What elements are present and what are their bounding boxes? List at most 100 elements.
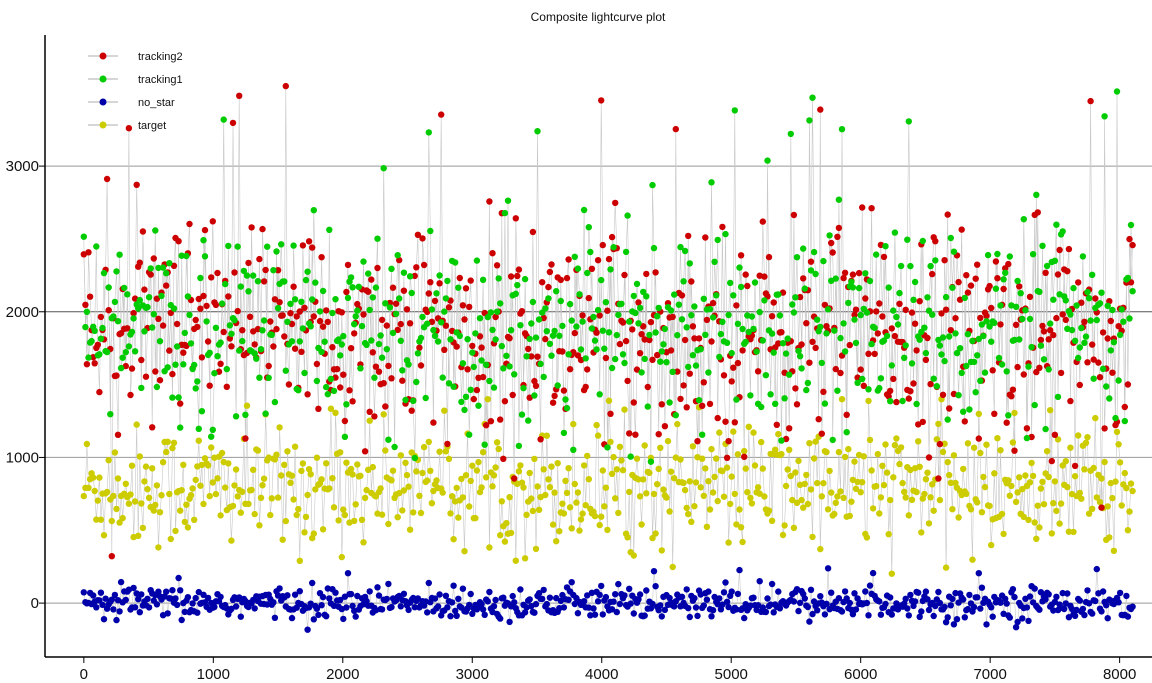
no_star-point <box>1123 592 1130 600</box>
no_star-point <box>425 579 432 587</box>
tracking2-point <box>525 345 532 353</box>
tracking1-point <box>902 342 909 349</box>
target-point <box>189 485 196 492</box>
tracking1-point <box>1090 375 1097 382</box>
target-point <box>218 449 226 457</box>
tracking1-point <box>751 279 759 286</box>
tracking1-point <box>529 298 537 306</box>
tracking1-point <box>904 236 911 243</box>
tracking2-point <box>281 333 288 340</box>
tracking2-point <box>479 373 487 381</box>
tracking2-point <box>563 274 571 282</box>
y-tick-label: 3000 <box>6 158 39 175</box>
tracking1-point <box>192 385 199 392</box>
tracking1-point <box>354 307 361 314</box>
tracking1-point <box>1067 311 1074 318</box>
tracking1-point <box>1101 113 1108 120</box>
tracking1-point <box>695 397 703 404</box>
no_star-point <box>852 606 860 613</box>
tracking1-point <box>281 278 288 285</box>
target-point <box>1096 498 1104 506</box>
tracking2-point <box>908 309 916 316</box>
no_star-point <box>192 594 199 602</box>
target-point <box>149 465 156 472</box>
tracking1-point <box>939 334 947 341</box>
tracking1-point <box>717 330 725 338</box>
target-point <box>733 521 740 528</box>
tracking1-point <box>528 320 535 327</box>
tracking1-point <box>576 291 583 298</box>
no_star-point <box>790 598 798 605</box>
tracking1-point <box>907 262 914 270</box>
target-point <box>551 489 558 496</box>
target-point <box>852 485 860 492</box>
tracking1-point <box>209 426 216 433</box>
tracking1-point <box>195 425 202 432</box>
tracking2-point <box>217 360 224 367</box>
target-point <box>250 466 257 473</box>
tracking2-point <box>424 308 431 315</box>
target-point <box>1000 530 1007 538</box>
target-point <box>299 460 307 467</box>
no_star-point <box>111 591 119 599</box>
no_star-point <box>467 590 474 598</box>
tracking1-point <box>644 403 651 410</box>
tracking1-point <box>731 107 738 114</box>
tracking1-point <box>584 269 591 277</box>
no_star-point <box>296 588 303 595</box>
tracking1-point <box>641 355 648 363</box>
no_star-point <box>184 594 192 601</box>
tracking1-point <box>800 245 807 252</box>
target-point <box>267 511 274 519</box>
tracking1-point <box>893 313 900 321</box>
no_star-point <box>930 612 937 620</box>
tracking1-point <box>1011 336 1018 344</box>
target-point <box>183 501 190 508</box>
no_star-point <box>728 588 735 595</box>
tracking2-point <box>195 295 202 303</box>
tracking2-point <box>927 380 934 388</box>
tracking1-point <box>377 332 384 339</box>
target-point <box>1085 510 1093 517</box>
target-point <box>888 570 895 577</box>
tracking1-point <box>605 329 613 336</box>
tracking2-point <box>489 250 496 257</box>
target-point <box>340 506 347 513</box>
no_star-point <box>692 604 700 611</box>
no_star-point <box>865 612 872 619</box>
no_star-point <box>343 604 350 611</box>
tracking2-point <box>361 448 369 455</box>
target-point <box>1026 479 1034 486</box>
target-point <box>646 469 653 476</box>
target-point <box>832 499 839 506</box>
target-point <box>243 402 251 409</box>
target-point <box>543 432 550 439</box>
tracking1-point <box>270 267 277 274</box>
tracking2-point <box>239 327 246 334</box>
tracking1-point <box>218 300 226 307</box>
tracking2-point <box>270 343 277 350</box>
tracking1-point <box>327 375 335 383</box>
target-point <box>851 458 858 465</box>
target-point <box>650 490 658 498</box>
tracking1-point <box>1089 271 1096 278</box>
tracking1-point <box>716 353 723 361</box>
tracking1-point <box>672 412 679 419</box>
tracking1-point <box>843 429 850 436</box>
target-point <box>649 534 656 542</box>
target-point <box>955 514 962 521</box>
no_star-point <box>966 591 973 599</box>
tracking1-point <box>458 398 465 406</box>
tracking1-point <box>397 337 404 344</box>
tracking1-point <box>638 369 645 376</box>
target-point <box>897 444 905 451</box>
tracking1-point <box>574 265 582 272</box>
tracking1-point <box>352 313 359 320</box>
no_star-point <box>764 595 771 602</box>
target-point <box>879 462 886 469</box>
target-point <box>568 525 575 532</box>
tracking1-point <box>1081 339 1088 346</box>
target-point <box>214 475 221 482</box>
tracking1-point <box>214 353 221 360</box>
target-point <box>282 517 289 525</box>
